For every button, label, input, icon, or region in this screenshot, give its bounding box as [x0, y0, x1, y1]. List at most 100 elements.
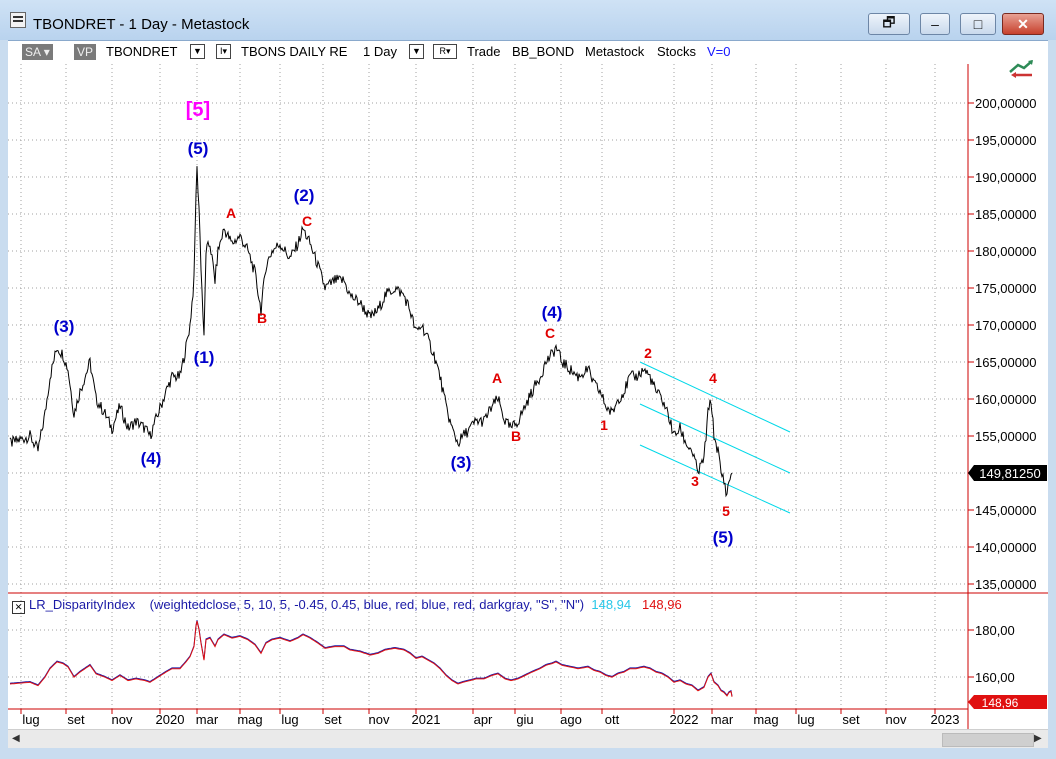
- time-axis-label: lug: [281, 712, 298, 727]
- horizontal-scrollbar[interactable]: ◀ ▶: [8, 729, 1048, 748]
- last-indicator-label: 148,96: [982, 696, 1019, 710]
- price-tick-label: 200,00000: [975, 96, 1036, 111]
- window-title: TBONDRET - 1 Day - Metastock: [33, 16, 250, 33]
- price-tick-label: 160,00000: [975, 392, 1036, 407]
- price-tick-label: 180,00000: [975, 244, 1036, 259]
- regression-channel-line: [639, 444, 791, 514]
- wave-label: (2): [294, 186, 315, 205]
- wave-label: C: [545, 325, 555, 341]
- price-tick-label: 175,00000: [975, 281, 1036, 296]
- sa-button[interactable]: SA ▾: [22, 44, 53, 60]
- minimize-icon: –: [931, 16, 939, 32]
- wave-label: (1): [194, 348, 215, 367]
- last-price-flag: 149,81250: [968, 465, 1047, 481]
- wave-label: A: [492, 370, 502, 386]
- symbol-dropdown[interactable]: ▼: [190, 44, 205, 59]
- symbol-label: TBONDRET: [106, 44, 178, 59]
- wave-label: 3: [691, 473, 699, 489]
- maximize-icon: □: [973, 16, 983, 32]
- close-icon: ✕: [1017, 15, 1029, 32]
- time-axis-label: set: [67, 712, 85, 727]
- price-tick-label: 170,00000: [975, 318, 1036, 333]
- time-axis-label: lug: [22, 712, 39, 727]
- restore-icon: 🗗: [882, 14, 896, 30]
- time-axis-label: giu: [516, 712, 533, 727]
- indicator-value-2: 148,96: [641, 597, 682, 612]
- indicator-line-red: [9, 620, 733, 697]
- wave-label: (5): [713, 528, 734, 547]
- stocks-label: Stocks: [657, 44, 697, 59]
- wave-label: (3): [451, 453, 472, 472]
- window-frame-bottom: [0, 748, 1056, 759]
- time-axis-label: nov: [886, 712, 907, 727]
- trade-arrows-icon[interactable]: [1008, 58, 1036, 78]
- regression-channel-line: [639, 403, 791, 474]
- scroll-left-icon[interactable]: ◀: [12, 733, 20, 744]
- window-title-bar: TBONDRET - 1 Day - Metastock 🗗 – □ ✕: [0, 0, 1056, 41]
- sa-label: SA: [25, 45, 41, 59]
- last-indicator-flag: 148,96: [968, 695, 1047, 710]
- time-axis-label: mar: [711, 712, 734, 727]
- price-tick-label: 195,00000: [975, 133, 1036, 148]
- wave-label: (4): [542, 303, 563, 322]
- indicator-line-blue: [9, 620, 733, 697]
- indicator-legend: ✕ LR_DisparityIndex (weightedclose, 5, 10…: [12, 597, 682, 614]
- indicator-tick-label: 160,00: [975, 670, 1015, 685]
- regression-channel-line: [639, 361, 791, 433]
- price-tick-label: 185,00000: [975, 207, 1036, 222]
- chart-window-icon: [10, 12, 26, 28]
- metastock-label: Metastock: [585, 44, 645, 59]
- info-dropdown[interactable]: I▾: [216, 44, 231, 59]
- price-tick-label: 155,00000: [975, 429, 1036, 444]
- r-label: R: [439, 46, 446, 56]
- price-line: [9, 166, 733, 498]
- wave-label: 2: [644, 345, 652, 361]
- time-axis-label: 2022: [670, 712, 699, 727]
- maximize-button[interactable]: □: [960, 13, 996, 35]
- time-axis-label: set: [842, 712, 860, 727]
- scroll-thumb[interactable]: [942, 733, 1034, 747]
- security-name: TBONS DAILY RE: [241, 44, 348, 59]
- wave-label: B: [257, 310, 267, 326]
- window-frame-left: [0, 40, 8, 759]
- indicator-value-1: 148,94: [591, 597, 632, 612]
- scroll-right-icon[interactable]: ▶: [1034, 733, 1042, 744]
- price-tick-label: 145,00000: [975, 503, 1036, 518]
- minimize-button[interactable]: –: [920, 13, 950, 35]
- indicator-tick-label: 180,00: [975, 623, 1015, 638]
- time-axis-label: nov: [369, 712, 390, 727]
- r-dropdown[interactable]: R▾: [433, 44, 457, 59]
- window-frame-right: [1048, 40, 1056, 759]
- period-label: 1 Day: [363, 44, 397, 59]
- wave-label: (4): [141, 449, 162, 468]
- time-axis-label: 2020: [156, 712, 185, 727]
- period-dropdown[interactable]: ▼: [409, 44, 424, 59]
- wave-label: (5): [188, 139, 209, 158]
- wave-label: B: [511, 428, 521, 444]
- time-axis-label: 2023: [931, 712, 960, 727]
- wave-label: 1: [600, 417, 608, 433]
- vp-button[interactable]: VP: [74, 44, 97, 60]
- indicator-name: LR_DisparityIndex: [29, 597, 136, 612]
- close-button[interactable]: ✕: [1002, 13, 1044, 35]
- bb-bond-label: BB_BOND: [512, 44, 575, 59]
- wave-label: [5]: [186, 99, 210, 121]
- wave-label: C: [302, 213, 312, 229]
- close-indicator-icon[interactable]: ✕: [12, 601, 25, 614]
- indicator-params: (weightedclose, 5, 10, 5, -0.45, 0.45, b…: [149, 597, 585, 612]
- restore-window-button[interactable]: 🗗: [868, 13, 910, 35]
- price-tick-label: 140,00000: [975, 540, 1036, 555]
- time-axis-label: set: [324, 712, 342, 727]
- time-axis-label: mag: [753, 712, 778, 727]
- trade-label[interactable]: Trade: [467, 44, 501, 59]
- chart-toolbar: SA ▾ VP TBONDRET ▼ I▾ TBONS DAILY RE 1 D…: [8, 40, 968, 64]
- time-axis-label: lug: [797, 712, 814, 727]
- time-axis-label: 2021: [412, 712, 441, 727]
- time-axis-label: apr: [474, 712, 493, 727]
- volume-zero-label: V=0: [707, 44, 731, 59]
- price-tick-label: 165,00000: [975, 355, 1036, 370]
- wave-label: A: [226, 205, 236, 221]
- wave-label: 4: [709, 370, 717, 386]
- price-tick-label: 190,00000: [975, 170, 1036, 185]
